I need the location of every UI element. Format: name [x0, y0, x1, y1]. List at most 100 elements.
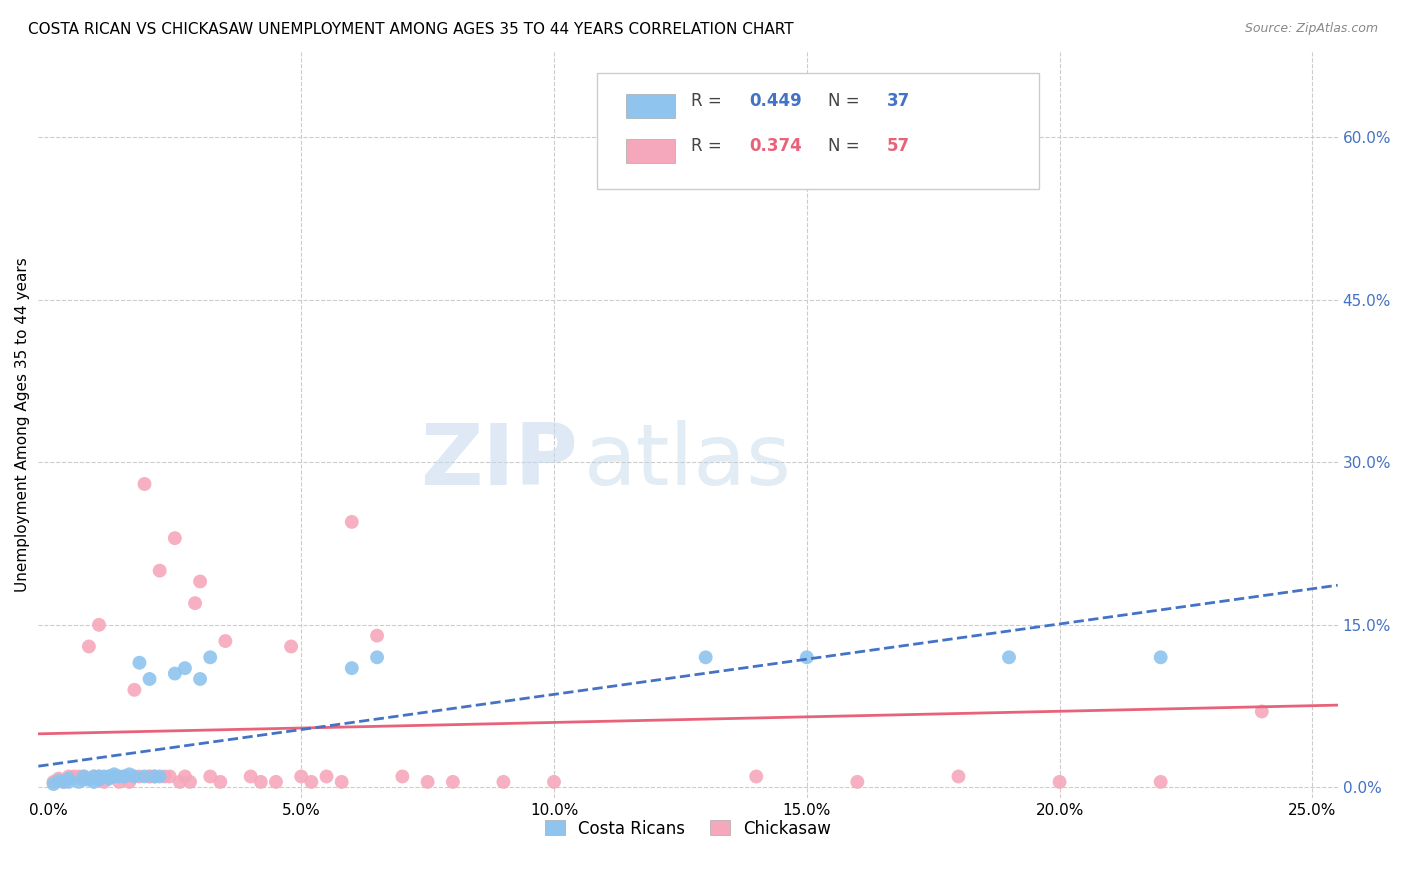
Point: [73, 769, 96, 783]
Point: [93, 775, 115, 789]
Point: [42, 777, 65, 791]
Y-axis label: Unemployment Among Ages 35 to 44 years: Unemployment Among Ages 35 to 44 years: [15, 257, 30, 591]
Point: [366, 629, 388, 643]
Point: [103, 769, 125, 783]
Point: [299, 775, 322, 789]
Point: [174, 769, 197, 783]
Point: [83, 769, 105, 783]
Point: [67, 775, 90, 789]
Point: [58, 772, 80, 786]
Point: [163, 531, 186, 545]
Point: [42, 775, 65, 789]
Text: R =: R =: [690, 136, 727, 154]
Text: ZIP: ZIP: [420, 420, 578, 503]
Point: [149, 769, 172, 783]
Point: [98, 769, 121, 783]
Point: [124, 682, 146, 697]
Point: [264, 775, 287, 789]
Point: [153, 769, 176, 783]
Point: [188, 574, 211, 589]
Point: [280, 640, 302, 654]
Point: [128, 769, 150, 783]
Point: [184, 596, 207, 610]
FancyBboxPatch shape: [626, 139, 675, 163]
Point: [143, 769, 166, 783]
Point: [214, 634, 236, 648]
Point: [118, 775, 141, 789]
Point: [52, 775, 75, 789]
Point: [67, 769, 90, 783]
Point: [83, 775, 105, 789]
Point: [103, 767, 125, 781]
FancyBboxPatch shape: [626, 94, 675, 118]
Point: [340, 661, 363, 675]
Point: [108, 769, 131, 783]
Point: [416, 775, 439, 789]
Point: [159, 769, 181, 783]
Text: R =: R =: [690, 92, 727, 110]
Point: [143, 769, 166, 783]
Point: [77, 640, 100, 654]
Text: atlas: atlas: [583, 420, 792, 503]
Point: [112, 769, 135, 783]
Point: [112, 769, 135, 783]
Point: [1049, 775, 1071, 789]
Point: [138, 769, 160, 783]
Point: [48, 772, 70, 786]
Text: 57: 57: [887, 136, 910, 154]
Point: [169, 775, 191, 789]
Point: [188, 672, 211, 686]
Point: [315, 769, 337, 783]
Point: [846, 775, 869, 789]
Point: [134, 769, 156, 783]
Point: [209, 775, 232, 789]
Point: [492, 775, 515, 789]
Point: [108, 775, 131, 789]
Point: [330, 775, 353, 789]
Point: [128, 656, 150, 670]
Point: [93, 769, 115, 783]
Point: [52, 775, 75, 789]
Point: [87, 769, 110, 783]
Point: [87, 769, 110, 783]
Point: [118, 767, 141, 781]
Point: [77, 772, 100, 787]
Point: [138, 769, 160, 783]
Text: 37: 37: [887, 92, 910, 110]
Point: [1150, 775, 1173, 789]
Text: COSTA RICAN VS CHICKASAW UNEMPLOYMENT AMONG AGES 35 TO 44 YEARS CORRELATION CHAR: COSTA RICAN VS CHICKASAW UNEMPLOYMENT AM…: [28, 22, 794, 37]
Point: [149, 564, 172, 578]
Point: [290, 769, 312, 783]
Point: [695, 650, 717, 665]
Point: [48, 773, 70, 788]
Point: [73, 769, 96, 783]
Point: [179, 775, 201, 789]
Point: [138, 672, 160, 686]
Point: [948, 769, 970, 783]
Point: [62, 769, 84, 783]
Text: 0.449: 0.449: [749, 92, 801, 110]
Point: [239, 769, 262, 783]
Point: [1250, 705, 1272, 719]
Legend: Costa Ricans, Chickasaw: Costa Ricans, Chickasaw: [536, 811, 839, 846]
Point: [103, 769, 125, 783]
Point: [249, 775, 271, 789]
Point: [98, 769, 121, 783]
FancyBboxPatch shape: [598, 73, 1039, 189]
Point: [87, 617, 110, 632]
Point: [163, 666, 186, 681]
Point: [200, 650, 222, 665]
Point: [998, 650, 1021, 665]
Point: [796, 650, 818, 665]
Point: [58, 775, 80, 789]
Point: [124, 769, 146, 783]
Point: [174, 661, 197, 675]
Point: [1150, 650, 1173, 665]
Point: [441, 775, 464, 789]
Point: [83, 769, 105, 783]
Point: [58, 769, 80, 783]
Point: [391, 769, 413, 783]
Point: [543, 775, 565, 789]
Text: Source: ZipAtlas.com: Source: ZipAtlas.com: [1244, 22, 1378, 36]
Point: [200, 769, 222, 783]
